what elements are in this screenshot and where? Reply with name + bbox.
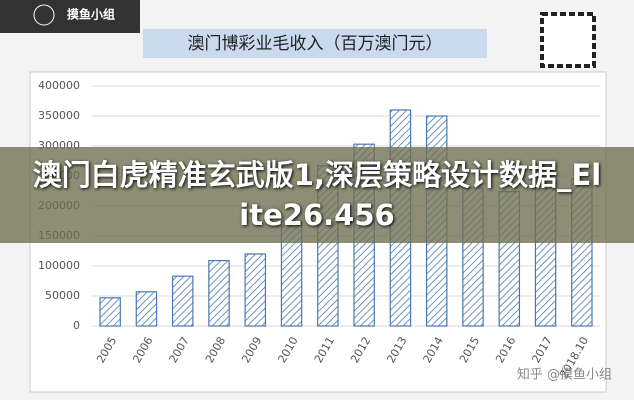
bar bbox=[99, 297, 121, 327]
headline: 澳门白虎精准玄武版1,深层策略设计数据_Elite26.456 bbox=[32, 158, 602, 232]
logo-icon bbox=[33, 4, 55, 26]
y-tick-label: 0 bbox=[73, 319, 80, 332]
y-tick-label: 50000 bbox=[45, 289, 80, 302]
bar bbox=[135, 291, 158, 327]
y-tick-label: 100000 bbox=[38, 259, 80, 272]
qr-code bbox=[540, 12, 596, 68]
y-tick-label: 350000 bbox=[38, 109, 80, 122]
bar bbox=[244, 253, 267, 327]
logo-box bbox=[0, 0, 140, 33]
banner: 澳门白虎精准玄武版1,深层策略设计数据_Elite26.456 bbox=[0, 147, 634, 243]
y-tick-label: 400000 bbox=[38, 79, 80, 92]
watermark: 知乎 @摸鱼小组 bbox=[517, 367, 612, 383]
bar bbox=[208, 260, 230, 327]
title-box bbox=[143, 29, 487, 58]
chart-title: 澳门博彩业毛收入（百万澳门元） bbox=[188, 34, 443, 54]
bar bbox=[171, 275, 194, 327]
logo-text: 摸鱼小组 bbox=[67, 7, 115, 22]
